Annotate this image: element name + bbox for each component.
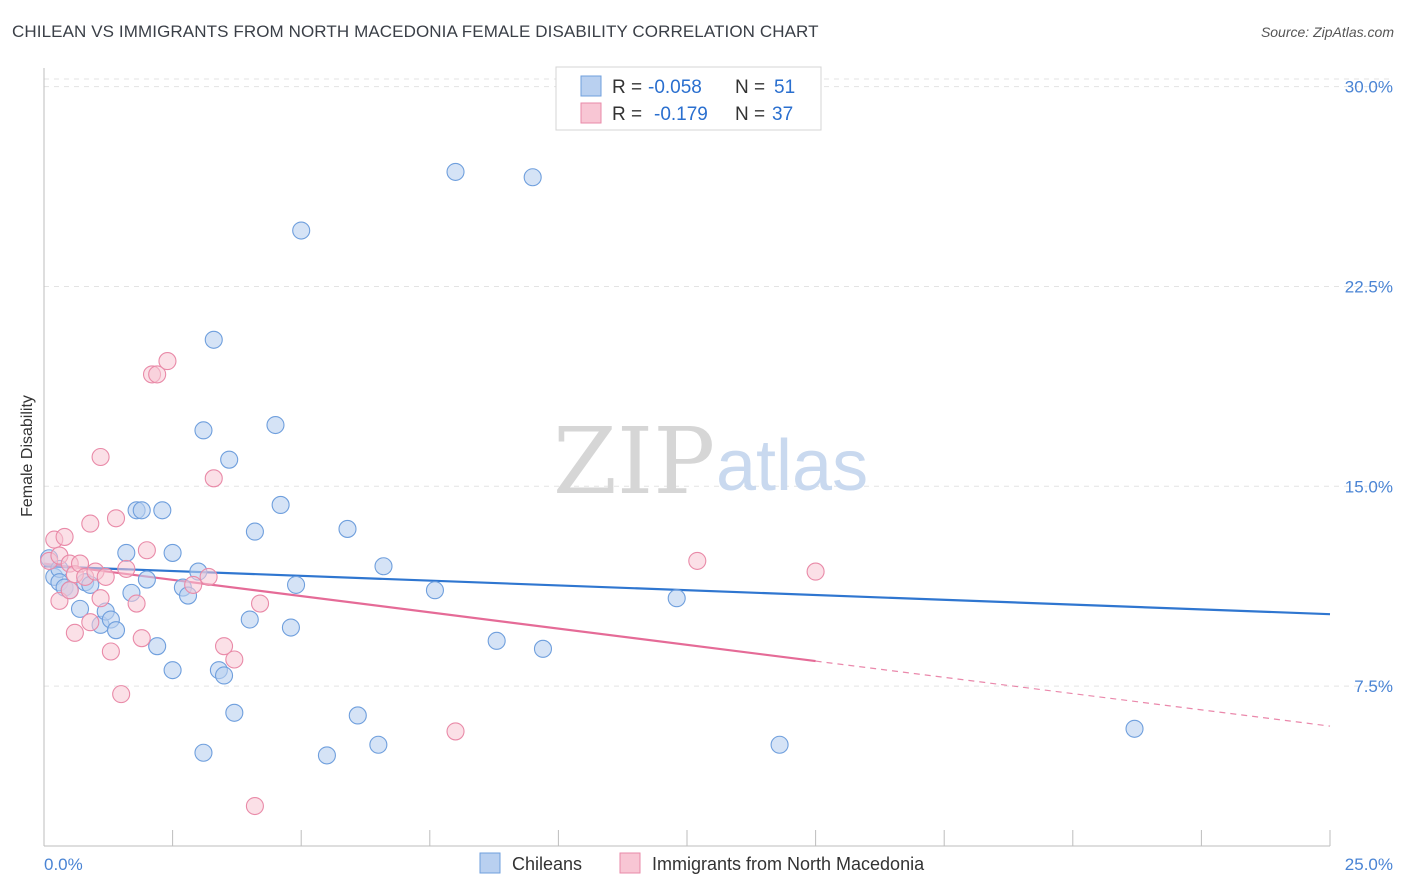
data-point-north-macedonia <box>117 559 136 578</box>
data-point-north-macedonia <box>112 685 131 704</box>
data-point-chileans <box>523 168 542 187</box>
chart-title: CHILEAN VS IMMIGRANTS FROM NORTH MACEDON… <box>12 22 819 41</box>
data-point-chileans <box>446 162 465 181</box>
legend-swatch-chileans <box>580 75 602 97</box>
data-point-chileans <box>194 421 213 440</box>
watermark-atlas: atlas <box>716 426 868 506</box>
bottom-legend-swatch-chileans <box>479 852 501 874</box>
data-point-north-macedonia <box>148 365 167 384</box>
legend-n-value-north-macedonia: 37 <box>772 104 793 125</box>
data-point-north-macedonia <box>65 623 84 642</box>
data-point-chileans <box>132 501 151 520</box>
legend-n-label-north-macedonia: N = <box>735 104 765 125</box>
bottom-legend-swatch-north-macedonia <box>619 852 641 874</box>
data-point-north-macedonia <box>214 637 234 656</box>
data-point-chileans <box>1125 719 1144 738</box>
data-point-north-macedonia <box>184 575 203 594</box>
data-point-north-macedonia <box>91 447 110 467</box>
watermark-zip: ZIP <box>553 408 715 515</box>
data-point-north-macedonia <box>81 514 100 533</box>
data-point-chileans <box>117 543 136 562</box>
data-point-chileans <box>348 706 367 725</box>
data-point-chileans <box>292 221 311 240</box>
data-point-chileans <box>163 543 182 562</box>
legend-r-label-north-macedonia: R = <box>612 104 642 125</box>
y-tick-labels: 7.5% 15.0% 22.5% 30.0% <box>1345 78 1393 696</box>
y-axis-title: Female Disability <box>19 395 36 517</box>
data-point-chileans <box>225 703 244 722</box>
bottom-legend: Chileans Immigrants from North Macedonia <box>479 852 925 874</box>
data-point-north-macedonia <box>250 594 270 613</box>
y-tick-label: 30.0% <box>1345 78 1393 97</box>
data-point-chileans <box>137 570 156 589</box>
y-tick-label: 15.0% <box>1345 477 1393 496</box>
trend-line-north-macedonia-extension <box>815 660 1331 727</box>
data-point-chileans <box>667 589 686 608</box>
data-point-north-macedonia <box>106 509 126 528</box>
trend-line-chileans <box>43 565 1331 616</box>
data-point-chileans <box>281 618 300 637</box>
data-point-north-macedonia <box>101 642 120 661</box>
legend-swatch-north-macedonia <box>580 102 602 124</box>
bottom-legend-label-chileans: Chileans <box>512 854 582 874</box>
legend-n-value-chileans: 51 <box>774 77 795 98</box>
data-point-chileans <box>533 639 553 658</box>
data-point-chileans <box>245 522 264 541</box>
data-point-chileans <box>266 415 285 435</box>
legend-r-value-chileans: -0.058 <box>648 77 702 98</box>
data-point-chileans <box>163 661 182 680</box>
x-tick-label-max: 25.0% <box>1345 855 1393 874</box>
data-point-chileans <box>194 743 213 762</box>
trend-lines <box>43 562 1331 727</box>
data-point-chileans <box>204 330 223 349</box>
data-point-north-macedonia <box>137 541 156 560</box>
data-point-chileans <box>106 621 126 640</box>
data-point-chileans <box>317 746 336 765</box>
y-tick-label: 22.5% <box>1345 277 1393 296</box>
data-point-chileans <box>240 610 259 629</box>
data-point-north-macedonia <box>204 469 223 488</box>
data-point-chileans <box>369 735 388 754</box>
series-north-macedonia-points <box>40 352 825 816</box>
grid-lines <box>44 78 1393 687</box>
legend-r-label-chileans: R = <box>612 77 642 98</box>
data-point-chileans <box>770 735 789 754</box>
data-point-north-macedonia <box>81 613 100 632</box>
data-point-chileans <box>287 575 306 594</box>
data-point-chileans <box>338 519 357 538</box>
data-point-chileans <box>425 581 444 600</box>
data-point-north-macedonia <box>225 650 244 669</box>
chart-source: Source: ZipAtlas.com <box>1260 24 1394 40</box>
y-tick-label: 7.5% <box>1354 677 1393 696</box>
data-point-chileans <box>70 599 90 618</box>
data-point-north-macedonia <box>55 527 74 546</box>
data-point-chileans <box>487 631 506 650</box>
data-point-chileans <box>148 637 167 656</box>
legend-r-value-north-macedonia: -0.179 <box>654 104 708 125</box>
data-point-north-macedonia <box>91 589 110 608</box>
data-point-north-macedonia <box>158 352 177 371</box>
data-point-north-macedonia <box>96 567 115 586</box>
trend-line-north-macedonia <box>43 562 816 663</box>
axes <box>43 68 1331 847</box>
data-point-chileans <box>220 450 239 469</box>
data-point-north-macedonia <box>245 796 264 816</box>
bottom-legend-label-north-macedonia: Immigrants from North Macedonia <box>652 854 925 874</box>
data-point-north-macedonia <box>132 629 151 648</box>
data-point-north-macedonia <box>60 581 79 600</box>
legend-n-label-chileans: N = <box>735 77 765 98</box>
legend-box: R = -0.058 N = 51 R = -0.179 N = 37 <box>555 66 822 131</box>
data-point-chileans <box>271 495 290 515</box>
watermark: ZIP atlas <box>553 408 868 515</box>
data-point-north-macedonia <box>446 722 465 741</box>
x-tick-label-min: 0.0% <box>44 855 83 874</box>
data-point-chileans <box>214 666 234 685</box>
data-point-chileans <box>153 501 172 520</box>
data-point-north-macedonia <box>127 594 146 613</box>
data-point-north-macedonia <box>199 567 218 586</box>
data-point-north-macedonia <box>806 562 825 581</box>
data-point-chileans <box>374 557 393 576</box>
data-point-north-macedonia <box>688 551 707 570</box>
